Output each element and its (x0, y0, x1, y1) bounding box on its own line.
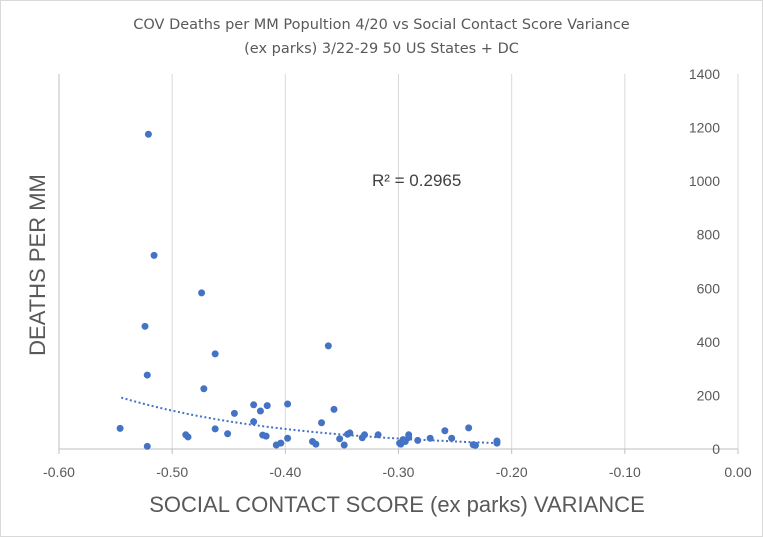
y-tick-label-7: 1400 (689, 66, 720, 82)
data-point-0 (144, 130, 152, 138)
data-point-14 (250, 418, 258, 426)
data-point-50 (346, 429, 354, 437)
data-point-12 (256, 407, 264, 415)
y-axis-title: DEATHS PER MM (25, 174, 50, 356)
y-tick-label-1: 200 (697, 387, 721, 403)
y-tick-label-2: 400 (697, 334, 721, 350)
data-point-33 (426, 434, 434, 442)
axes (58, 74, 739, 454)
data-point-16 (116, 424, 124, 432)
data-point-3 (141, 322, 149, 330)
x-tick-label-1: -0.50 (156, 464, 188, 480)
data-point-42 (493, 439, 501, 447)
data-point-23 (262, 432, 270, 440)
x-axis-title: SOCIAL CONTACT SCORE (ex parks) VARIANCE (149, 492, 645, 517)
data-point-34 (448, 434, 456, 442)
y-tick-label-3: 600 (697, 280, 721, 296)
data-point-20 (224, 430, 232, 438)
y-tick-label-4: 800 (697, 227, 721, 243)
data-point-18 (465, 424, 473, 432)
data-point-49 (143, 442, 151, 450)
data-point-48 (471, 441, 479, 449)
data-point-7 (200, 385, 208, 393)
x-tick-label-0: -0.60 (43, 464, 75, 480)
chart-title: COV Deaths per MM Popultion 4/20 vs Soci… (133, 17, 630, 33)
r-squared-annotation: R² = 0.2965 (372, 171, 461, 190)
y-tick-label-0: 0 (712, 441, 720, 457)
data-point-9 (250, 401, 258, 409)
data-point-11 (330, 405, 338, 413)
data-point-5 (324, 342, 332, 350)
data-point-2 (198, 289, 206, 297)
data-point-31 (358, 434, 366, 442)
data-point-30 (336, 435, 344, 443)
data-point-29 (284, 434, 292, 442)
x-tick-label-3: -0.30 (383, 464, 415, 480)
data-point-15 (318, 419, 326, 427)
x-tick-labels: -0.60 -0.50 -0.40 -0.30 -0.20 -0.10 0.00 (43, 464, 752, 480)
data-point-36 (414, 436, 422, 444)
data-point-17 (211, 425, 219, 433)
y-tick-label-5: 1000 (689, 173, 720, 189)
data-point-4 (211, 350, 219, 358)
y-tick-label-6: 1200 (689, 120, 720, 136)
x-tick-label-6: 0.00 (724, 464, 751, 480)
trendline-group (120, 396, 499, 445)
x-tick-label-5: -0.10 (609, 464, 641, 480)
x-tick-label-4: -0.20 (496, 464, 528, 480)
data-point-46 (397, 440, 405, 448)
data-point-13 (230, 409, 238, 417)
data-points (116, 130, 501, 450)
data-point-26 (374, 431, 382, 439)
y-tick-labels: 0 200 400 600 800 1000 1200 1400 (689, 66, 720, 457)
data-point-8 (284, 400, 292, 408)
trendline (120, 396, 499, 445)
data-point-19 (441, 427, 449, 435)
data-point-28 (184, 433, 192, 441)
data-point-45 (340, 441, 348, 449)
chart-subtitle: (ex parks) 3/22-29 50 US States + DC (244, 41, 519, 57)
data-point-43 (312, 440, 320, 448)
data-point-44 (272, 441, 280, 449)
data-point-6 (143, 371, 151, 379)
data-point-1 (150, 251, 158, 259)
data-point-10 (263, 402, 271, 410)
x-tick-label-2: -0.40 (269, 464, 301, 480)
gridlines (171, 74, 739, 449)
